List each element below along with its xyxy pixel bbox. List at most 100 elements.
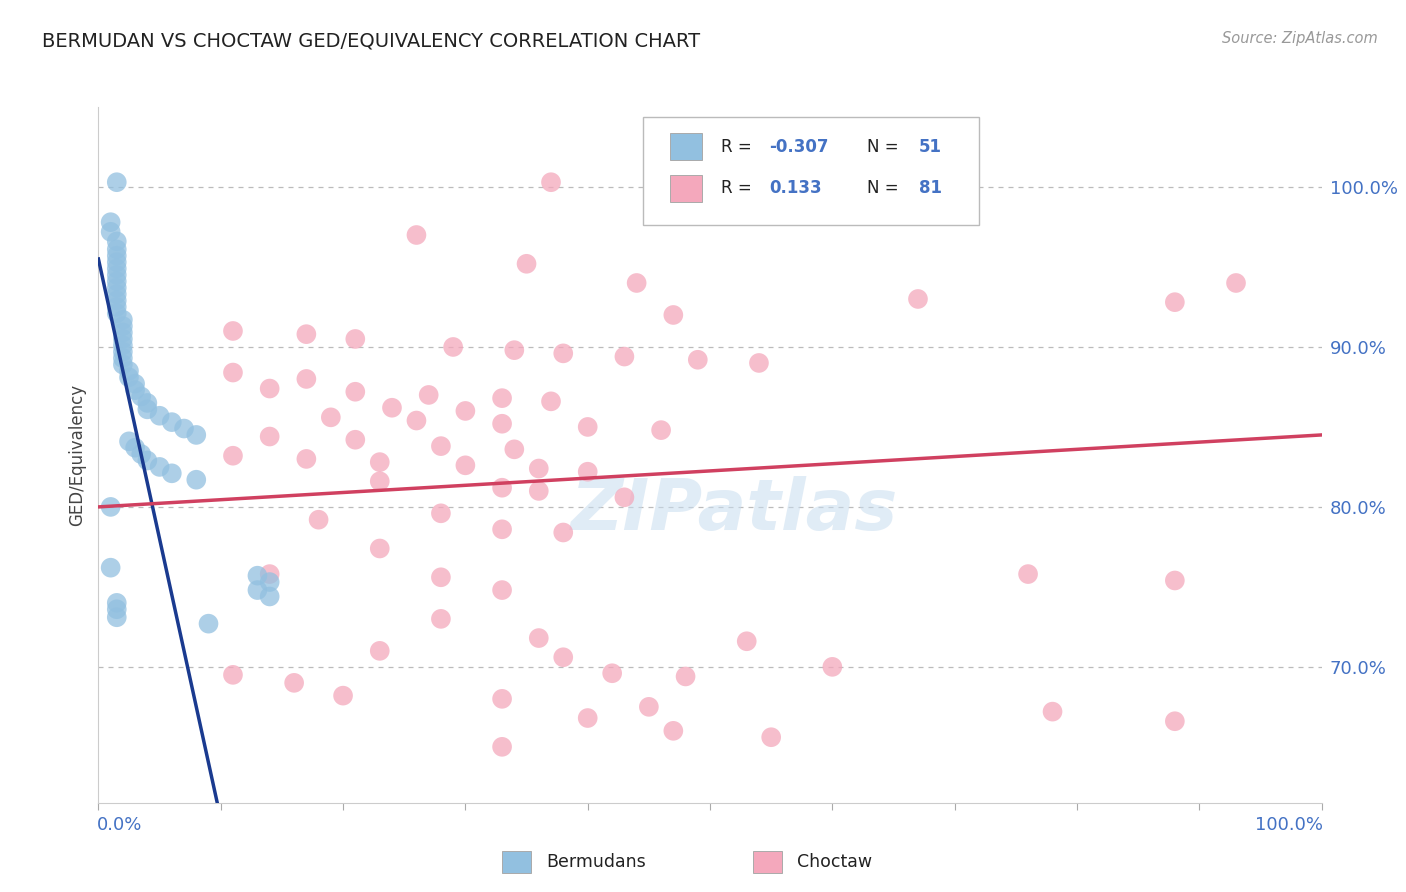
Point	[105, 235, 128, 249]
Point	[111, 344, 134, 359]
Text: 81: 81	[918, 179, 942, 197]
Point	[515, 257, 537, 271]
Bar	[669, 175, 702, 202]
Y-axis label: GED/Equivalency: GED/Equivalency	[69, 384, 87, 526]
Point	[111, 338, 134, 352]
Point	[626, 276, 648, 290]
Point	[662, 308, 685, 322]
Point	[118, 364, 141, 378]
Point	[344, 433, 367, 447]
Text: N =: N =	[868, 179, 904, 197]
Point	[527, 461, 550, 475]
Text: Source: ZipAtlas.com: Source: ZipAtlas.com	[1222, 31, 1378, 46]
Point	[295, 327, 318, 342]
Point	[100, 560, 122, 574]
Point	[368, 455, 391, 469]
Text: 51: 51	[918, 137, 942, 156]
Point	[600, 666, 623, 681]
Text: Choctaw: Choctaw	[797, 853, 872, 871]
Point	[748, 356, 770, 370]
Bar	[669, 134, 702, 160]
Point	[100, 500, 122, 514]
Point	[454, 404, 477, 418]
Point	[491, 391, 513, 405]
Point	[491, 522, 513, 536]
FancyBboxPatch shape	[643, 118, 979, 226]
Point	[105, 255, 128, 269]
Point	[319, 410, 342, 425]
Point	[650, 423, 672, 437]
Point	[186, 428, 208, 442]
Point	[491, 691, 513, 706]
Point	[259, 590, 281, 604]
Point	[105, 175, 128, 189]
Point	[259, 567, 281, 582]
Point	[491, 417, 513, 431]
Point	[686, 352, 709, 367]
Point	[368, 475, 391, 489]
Point	[129, 390, 152, 404]
Point	[186, 473, 208, 487]
Point	[149, 409, 172, 423]
Point	[124, 383, 146, 397]
Text: 100.0%: 100.0%	[1256, 815, 1323, 834]
Point	[105, 287, 128, 301]
Point	[553, 650, 575, 665]
Text: Bermudans: Bermudans	[546, 853, 645, 871]
Point	[222, 366, 245, 380]
Point	[907, 292, 929, 306]
Point	[527, 631, 550, 645]
Point	[1164, 714, 1187, 729]
Point	[491, 481, 513, 495]
Point	[368, 644, 391, 658]
Point	[173, 421, 195, 435]
Point	[540, 394, 562, 409]
Point	[259, 575, 281, 590]
Point	[381, 401, 404, 415]
Point	[105, 268, 128, 282]
Point	[430, 570, 453, 584]
Point	[553, 346, 575, 360]
Point	[259, 429, 281, 443]
Point	[246, 568, 269, 582]
Point	[105, 249, 128, 263]
Point	[553, 525, 575, 540]
Point	[344, 384, 367, 399]
Point	[160, 467, 183, 481]
Point	[308, 513, 330, 527]
Bar	[752, 851, 782, 873]
Point	[105, 306, 128, 320]
Point	[118, 370, 141, 384]
Point	[111, 326, 134, 340]
Point	[576, 711, 599, 725]
Point	[246, 583, 269, 598]
Point	[576, 420, 599, 434]
Text: 0.133: 0.133	[769, 179, 823, 197]
Point	[1225, 276, 1247, 290]
Point	[136, 453, 159, 467]
Text: R =: R =	[720, 179, 756, 197]
Point	[222, 324, 245, 338]
Point	[222, 449, 245, 463]
Point	[613, 350, 636, 364]
Point	[105, 243, 128, 257]
Text: R =: R =	[720, 137, 756, 156]
Point	[723, 175, 745, 189]
Point	[105, 596, 128, 610]
Point	[105, 261, 128, 276]
Point	[124, 376, 146, 391]
Text: N =: N =	[868, 137, 904, 156]
Point	[283, 676, 305, 690]
Point	[418, 388, 440, 402]
Point	[441, 340, 464, 354]
Point	[430, 439, 453, 453]
Point	[1164, 295, 1187, 310]
Point	[118, 434, 141, 449]
Point	[821, 660, 844, 674]
Point	[222, 668, 245, 682]
Point	[332, 689, 354, 703]
Point	[675, 669, 697, 683]
Point	[491, 583, 513, 598]
Point	[259, 382, 281, 396]
Point	[105, 300, 128, 314]
